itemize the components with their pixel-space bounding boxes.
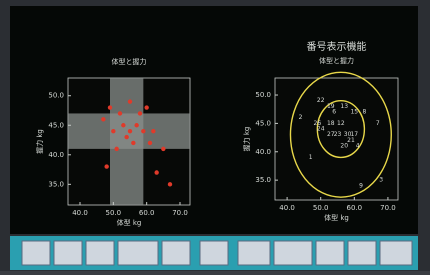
chart-title: 体型と握力 — [112, 57, 147, 66]
tool-button[interactable] — [22, 241, 50, 265]
point-label: 8 — [362, 109, 366, 116]
point-label: 4 — [356, 143, 360, 150]
point — [114, 147, 118, 151]
tool-button[interactable] — [380, 241, 412, 265]
x-tick-label: 50.0 — [313, 204, 329, 212]
x-axis-label: 体型 kg — [117, 218, 142, 227]
tool-button[interactable] — [316, 241, 344, 265]
x-tick-label: 40.0 — [279, 204, 295, 212]
point — [151, 129, 155, 133]
toolbar-buttons — [22, 241, 412, 265]
point-label: 2 — [299, 114, 303, 121]
screen: 体型と握力40.050.060.070.035.040.045.050.0体型 … — [0, 0, 430, 271]
point-label: 22 — [317, 97, 325, 104]
point — [121, 123, 125, 127]
point — [138, 111, 142, 115]
point-label: 12 — [337, 120, 345, 127]
x-tick-label: 60.0 — [347, 204, 363, 212]
y-tick-label: 35.0 — [48, 180, 64, 188]
chart-subtitle: 体型と握力 — [319, 56, 354, 65]
point-label: 3 — [379, 177, 383, 184]
point-label: 24 — [317, 126, 325, 133]
tool-button[interactable] — [200, 241, 228, 265]
point-label: 7 — [376, 120, 380, 127]
point — [131, 141, 135, 145]
tool-button[interactable] — [162, 241, 190, 265]
point — [118, 111, 122, 115]
point — [168, 182, 172, 186]
point — [104, 164, 108, 168]
point-label: 1 — [309, 154, 313, 161]
point — [111, 129, 115, 133]
point — [134, 123, 138, 127]
page: 体型と握力40.050.060.070.035.040.045.050.0体型 … — [0, 0, 430, 271]
y-tick-label: 45.0 — [255, 119, 271, 127]
x-tick-label: 70.0 — [380, 204, 396, 212]
point — [124, 135, 128, 139]
x-tick-label: 70.0 — [172, 209, 188, 217]
tool-button[interactable] — [238, 241, 270, 265]
point-label: 20 — [340, 143, 348, 150]
y-tick-label: 40.0 — [255, 148, 271, 156]
point-label: 15 — [350, 109, 358, 116]
point — [161, 147, 165, 151]
y-tick-label: 50.0 — [255, 91, 271, 99]
point-label: 9 — [359, 182, 363, 189]
point — [101, 117, 105, 121]
tool-button[interactable] — [274, 241, 312, 265]
point-label: 21 — [347, 137, 355, 144]
y-axis-label: 握力 kg — [35, 129, 44, 154]
y-tick-label: 50.0 — [48, 92, 64, 100]
x-axis-label: 体型 kg — [324, 213, 349, 222]
y-axis-label: 握力 kg — [242, 127, 251, 152]
x-tick-label: 40.0 — [72, 209, 88, 217]
point — [148, 141, 152, 145]
y-tick-label: 35.0 — [255, 176, 271, 184]
point — [144, 105, 148, 109]
tool-button[interactable] — [86, 241, 114, 265]
point-label: 13 — [340, 103, 348, 110]
point-label: 27 — [327, 131, 335, 138]
point-label: 23 — [334, 131, 342, 138]
point-label: 18 — [327, 120, 335, 127]
y-tick-label: 45.0 — [48, 121, 64, 129]
x-tick-label: 50.0 — [106, 209, 122, 217]
x-tick-label: 60.0 — [139, 209, 155, 217]
chart-title: 番号表示機能 — [307, 40, 367, 53]
point — [128, 99, 132, 103]
point — [141, 129, 145, 133]
tool-button[interactable] — [348, 241, 376, 265]
tool-button[interactable] — [54, 241, 82, 265]
y-tick-label: 40.0 — [48, 151, 64, 159]
point — [154, 170, 158, 174]
point — [108, 105, 112, 109]
tool-button[interactable] — [118, 241, 158, 265]
point — [128, 129, 132, 133]
point-label: 6 — [332, 109, 336, 116]
